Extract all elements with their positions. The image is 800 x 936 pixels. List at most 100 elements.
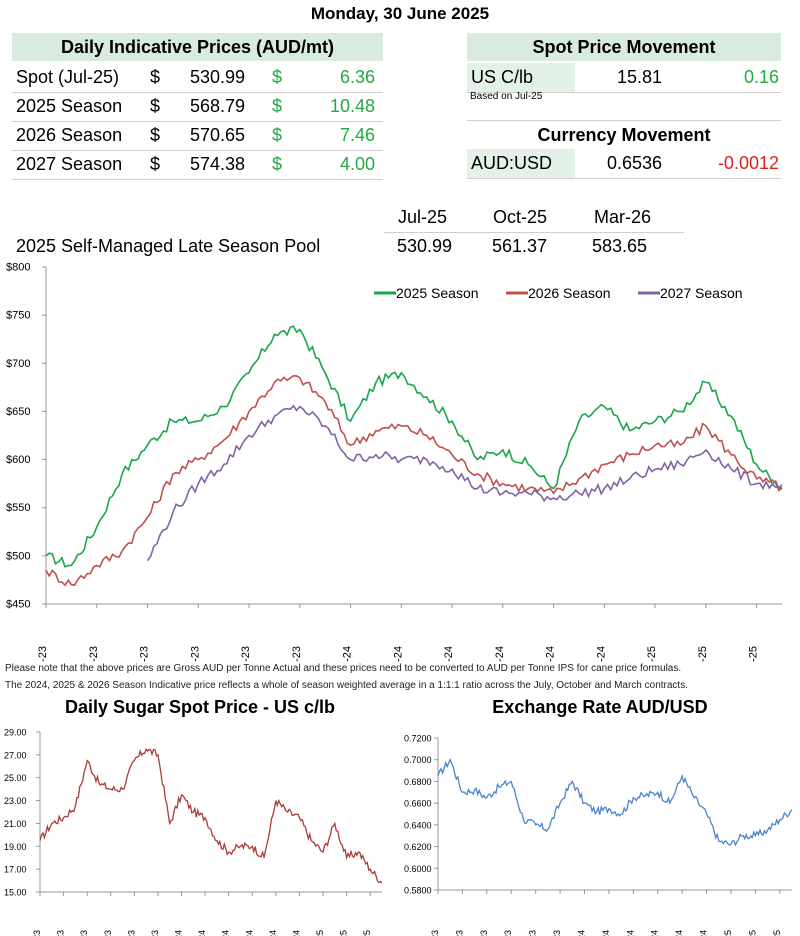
x-tick-label: Jan-23	[32, 930, 42, 936]
x-tick-label: Jul-24	[650, 930, 660, 936]
x-tick-label: Sep-24	[268, 930, 278, 936]
x-tick-label: Mar-25	[747, 930, 757, 936]
x-tick-label: May-23	[139, 646, 151, 662]
x-tick-label: Jul-23	[503, 930, 513, 936]
price-row: Spot (Jul-25) $530.99 $6.36	[12, 63, 383, 93]
x-tick-label: Jan-23	[37, 646, 49, 662]
x-tick-label: Nov-23	[291, 646, 303, 662]
series-line	[437, 758, 793, 847]
price-row-value: 530.99	[190, 67, 246, 87]
y-tick-label: 0.6200	[404, 842, 432, 852]
x-tick-label: Sep-24	[545, 646, 557, 662]
spot-movement-title: Spot Price Movement	[467, 33, 781, 61]
x-tick-label: May-24	[443, 646, 455, 662]
x-tick-label: Jul-23	[103, 930, 113, 936]
y-tick-label: 0.6800	[404, 777, 432, 787]
y-tick-label: $700	[6, 358, 30, 370]
y-tick-label: $600	[6, 454, 30, 466]
price-row-change: 7.46	[339, 125, 375, 145]
currency-movement-value: 0.6536	[607, 153, 663, 173]
price-row-change: 4.00	[339, 154, 375, 174]
price-row-value: 568.79	[190, 96, 246, 116]
x-tick-label: May-25	[362, 930, 372, 936]
y-tick-label: $750	[6, 310, 30, 322]
price-row-currency: $	[150, 67, 161, 87]
price-row: 2027 Season $574.38 $4.00	[12, 150, 383, 180]
x-tick-label: Jul-23	[189, 646, 201, 662]
series-line	[39, 747, 383, 884]
x-tick-label: Sep-23	[126, 930, 136, 936]
y-tick-label: 29.00	[4, 728, 27, 738]
season-prices-chart: $450 $500 $550 $600 $650 $700 $750 $800 Jan-23 Ma…	[6, 262, 783, 662]
y-tick-label: $500	[6, 550, 30, 562]
y-tick-label: 19.00	[4, 842, 27, 852]
currency-movement-title: Currency Movement	[467, 120, 781, 149]
report-date: Monday, 30 June 2025	[310, 4, 490, 23]
currency-movement-row: AUD:USD 0.6536 -0.0012	[467, 149, 781, 179]
y-tick-label: $450	[6, 599, 30, 611]
x-tick-label: Mar-23	[56, 930, 66, 936]
x-tick-label: Mar-24	[392, 646, 404, 662]
x-tick-label: Jan-24	[342, 646, 354, 662]
x-tick-label: May-25	[772, 930, 782, 936]
x-tick-label: Jan-25	[646, 646, 658, 662]
pool-label: 2025 Self-Managed Late Season Pool	[16, 236, 321, 256]
series-line	[146, 404, 783, 562]
x-tick-label: Nov-23	[552, 930, 562, 936]
x-tick-label: Nov-24	[699, 930, 709, 936]
y-tick-label: $800	[6, 262, 30, 274]
x-tick-label: Mar-24	[601, 930, 611, 936]
x-tick-label: Jul-24	[494, 646, 506, 662]
fx-chart-title: Exchange Rate AUD/USD	[492, 697, 708, 717]
exchange-rate-chart: 0.5800 0.6000 0.6200 0.6400 0.6600 0.6800 0.70…	[404, 734, 793, 936]
price-row-value: 570.65	[190, 125, 246, 145]
pool-value-mar: 583.65	[592, 236, 648, 256]
series-line	[45, 374, 783, 587]
currency-movement-panel: Currency Movement AUD:USD 0.6536 -0.0012	[467, 120, 781, 180]
x-tick-label: Mar-25	[339, 930, 349, 936]
note-2: The 2024, 2025 & 2026 Season Indicative …	[5, 680, 688, 691]
x-tick-label: May-25	[748, 646, 760, 662]
x-tick-label: Sep-24	[674, 930, 684, 936]
pool-header-jul: Jul-25	[398, 207, 448, 227]
spot-movement-row: US C/lb 15.81 0.16	[467, 63, 781, 93]
y-tick-label: 0.5800	[404, 886, 432, 896]
y-tick-label: 25.00	[4, 773, 27, 783]
y-tick-label: 17.00	[4, 865, 27, 875]
price-row-currency: $	[150, 96, 161, 116]
y-tick-label: $650	[6, 406, 30, 418]
pool-header-mar: Mar-26	[594, 207, 652, 227]
legend-label: 2027 Season	[660, 285, 743, 301]
x-tick-label: May-24	[221, 930, 231, 936]
x-tick-label: Mar-23	[88, 646, 100, 662]
y-tick-label: 0.7000	[404, 755, 432, 765]
price-row-currency: $	[150, 154, 161, 174]
pool-value-oct: 561.37	[492, 236, 548, 256]
x-tick-label: Mar-23	[454, 930, 464, 936]
price-row-currency: $	[150, 125, 161, 145]
spot-movement-value: 15.81	[617, 67, 663, 87]
y-tick-label: 0.7200	[404, 734, 432, 744]
price-row: 2026 Season $570.65 $7.46	[12, 121, 383, 151]
price-row-value: 574.38	[190, 154, 246, 174]
sugar-spot-chart: 15.00 17.00 19.00 21.00 23.00 25.00 27.00 29.00…	[4, 728, 383, 936]
y-tick-label: 23.00	[4, 796, 27, 806]
x-tick-label: Sep-23	[528, 930, 538, 936]
x-tick-label: Nov-24	[595, 646, 607, 662]
x-tick-label: Jan-24	[576, 930, 586, 936]
price-row-label: Spot (Jul-25)	[16, 67, 120, 87]
price-row-change: 6.36	[339, 67, 375, 87]
pool-header-oct: Oct-25	[493, 207, 548, 227]
legend-label: 2025 Season	[396, 285, 479, 301]
x-tick-label: May-23	[479, 930, 489, 936]
x-tick-label: Nov-24	[291, 930, 301, 936]
price-row-label: 2025 Season	[16, 96, 123, 116]
y-tick-label: 21.00	[4, 819, 27, 829]
currency-movement-change: -0.0012	[717, 153, 779, 173]
y-tick-label: 0.6600	[404, 799, 432, 809]
price-row-change-currency: $	[272, 125, 283, 145]
price-row-change-currency: $	[272, 154, 283, 174]
y-tick-label: $550	[6, 502, 30, 514]
price-row-label: 2027 Season	[16, 154, 123, 174]
note-1: Please note that the above prices are Gr…	[5, 663, 682, 674]
